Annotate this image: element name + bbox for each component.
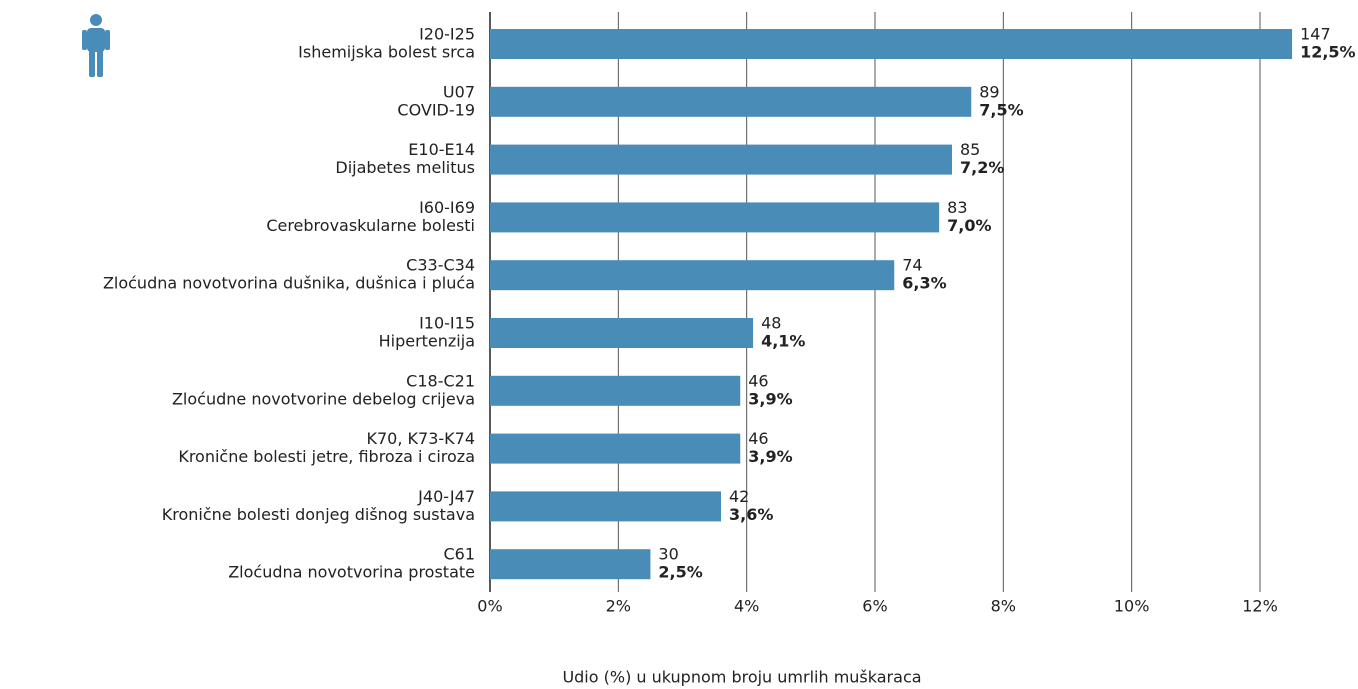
value-label: 2,5% xyxy=(658,563,702,582)
bar xyxy=(490,433,741,464)
bar xyxy=(490,144,952,175)
count-label: 89 xyxy=(979,82,999,101)
value-label: 4,1% xyxy=(761,332,805,351)
count-label: 147 xyxy=(1300,25,1331,44)
bar xyxy=(490,86,972,117)
value-label: 6,3% xyxy=(902,274,946,293)
value-label: 12,5% xyxy=(1300,43,1356,62)
category-name: Hipertenzija xyxy=(379,332,475,351)
value-label: 7,2% xyxy=(960,158,1004,177)
value-label: 7,5% xyxy=(979,100,1023,119)
category-code: I20-I25 xyxy=(419,25,475,44)
category-code: J40-J47 xyxy=(417,487,475,506)
person-icon xyxy=(82,14,110,77)
value-label: 7,0% xyxy=(947,216,991,235)
bar xyxy=(490,260,895,291)
bar xyxy=(490,491,721,522)
category-code: I60-I69 xyxy=(419,198,475,217)
x-tick-label: 2% xyxy=(606,597,631,616)
category-name: Cerebrovaskularne bolesti xyxy=(266,216,475,235)
count-label: 46 xyxy=(748,371,768,390)
category-name: Zloćudne novotvorine debelog crijeva xyxy=(172,389,475,408)
value-label: 3,6% xyxy=(729,505,773,524)
count-label: 46 xyxy=(748,429,768,448)
category-name: COVID-19 xyxy=(397,100,475,119)
bar xyxy=(490,549,651,580)
category-code: K70, K73-K74 xyxy=(367,429,476,448)
category-name: Kronične bolesti jetre, fibroza i ciroza xyxy=(178,447,475,466)
category-code: E10-E14 xyxy=(408,140,475,159)
category-name: Zloćudna novotvorina prostate xyxy=(228,563,475,582)
count-label: 85 xyxy=(960,140,980,159)
category-name: Ishemijska bolest srca xyxy=(298,43,475,62)
x-tick-label: 0% xyxy=(477,597,502,616)
bar xyxy=(490,202,940,233)
count-label: 74 xyxy=(902,256,922,275)
count-label: 30 xyxy=(658,545,678,564)
category-name: Zloćudna novotvorina dušnika, dušnica i … xyxy=(103,274,475,293)
value-label: 3,9% xyxy=(748,389,792,408)
category-code: C18-C21 xyxy=(406,371,475,390)
x-tick-label: 12% xyxy=(1242,597,1278,616)
category-code: I10-I15 xyxy=(419,314,475,333)
x-tick-label: 8% xyxy=(991,597,1016,616)
category-code: U07 xyxy=(443,82,475,101)
bar xyxy=(490,375,741,406)
bar xyxy=(490,29,1293,59)
count-label: 48 xyxy=(761,314,781,333)
category-code: C33-C34 xyxy=(406,256,475,275)
count-label: 83 xyxy=(947,198,967,217)
count-label: 42 xyxy=(729,487,749,506)
x-tick-label: 6% xyxy=(862,597,887,616)
x-axis-label: Udio (%) u ukupnom broju umrlih muškarac… xyxy=(562,668,921,687)
category-name: Dijabetes melitus xyxy=(335,158,475,177)
category-name: Kronične bolesti donjeg dišnog sustava xyxy=(162,505,475,524)
x-tick-label: 4% xyxy=(734,597,759,616)
bar xyxy=(490,318,754,348)
category-code: C61 xyxy=(443,545,475,564)
value-label: 3,9% xyxy=(748,447,792,466)
x-tick-label: 10% xyxy=(1114,597,1150,616)
